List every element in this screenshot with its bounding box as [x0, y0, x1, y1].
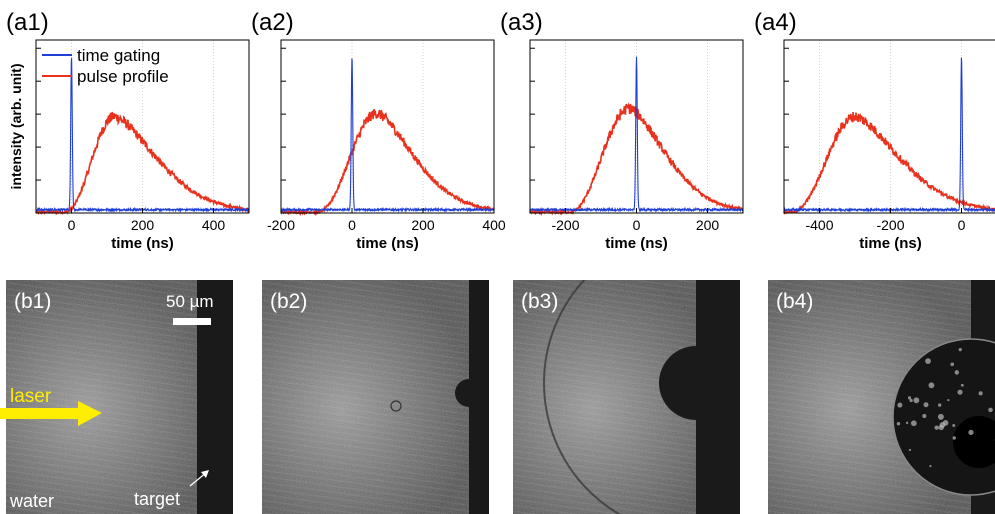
bubble-texture: [978, 391, 983, 396]
chart-panel-2: -200 0 200 400 time (ns) (a2): [251, 9, 506, 252]
panel-label: (a3): [500, 9, 543, 36]
bubble-texture: [950, 362, 955, 367]
water-label: water: [9, 491, 54, 511]
image-panel-2: (b2): [262, 280, 489, 514]
image-panel-label: (b1): [14, 290, 51, 313]
scale-bar: [173, 318, 211, 325]
target-pointer-head: [201, 470, 209, 478]
cavitation-bubble: [659, 346, 733, 420]
x-axis-label: time (ns): [356, 235, 419, 252]
laser-label: laser: [10, 386, 52, 407]
speckle-texture: [262, 280, 489, 514]
bubble-texture: [952, 436, 956, 440]
series-line-time-gating: [280, 58, 495, 213]
x-tick-label: -200: [876, 217, 904, 233]
image-panel-label: (b2): [270, 290, 307, 313]
bubble-texture: [934, 425, 939, 430]
bubble-texture: [968, 429, 974, 436]
bubble-texture: [909, 398, 913, 403]
x-tick-label: 200: [131, 217, 155, 233]
bubble-texture: [897, 402, 903, 408]
bubble-texture: [923, 402, 929, 408]
x-tick-label: 200: [696, 217, 720, 233]
bubble-texture: [937, 413, 944, 420]
series-line-pulse-profile: [280, 108, 495, 217]
panel-label: (a2): [251, 9, 294, 36]
particle: [390, 400, 402, 412]
bubble-texture: [907, 396, 912, 400]
image-panel-label: (b4): [776, 290, 813, 313]
x-tick-label: 400: [202, 217, 226, 233]
x-axis-label: time (ns): [859, 235, 922, 252]
x-axis-label: time (ns): [605, 235, 668, 252]
bubble-texture: [922, 413, 927, 419]
x-tick-label: 0: [348, 217, 356, 233]
bubble-texture: [929, 465, 932, 468]
laser-arrow-head: [78, 401, 102, 426]
image-panel-label: (b3): [521, 290, 558, 313]
x-axis-label: time (ns): [111, 235, 174, 252]
chart-panel-1: 0 200 400 time (ns) (a1) intensity (arb. unit…: [6, 9, 250, 252]
bubble-texture: [896, 422, 901, 426]
image-panel-1: (b1) 50 µm laser water target: [0, 280, 233, 514]
images-row: (b1) 50 µm laser water target (b2) (b3) (b4): [0, 280, 995, 514]
x-tick-label: -200: [267, 217, 295, 233]
shock-wave-front: [543, 280, 621, 514]
plot-frame: [280, 39, 495, 214]
series-line-time-gating: [783, 57, 995, 213]
x-tick-label: -200: [551, 217, 579, 233]
chart-panel-4: -400 -200 0 time (ns) (a4): [754, 9, 995, 252]
bubble-texture: [938, 403, 942, 407]
bubble-texture: [925, 358, 931, 365]
panel-label: (a1): [6, 9, 49, 36]
x-tick-label: 0: [633, 217, 641, 233]
legend-entry: time gating: [77, 46, 160, 65]
bubble-texture: [957, 389, 963, 395]
bubble-core: [953, 416, 995, 468]
panel-label: (a4): [754, 9, 797, 36]
bubble-texture: [988, 407, 993, 413]
x-tick-label: -400: [805, 217, 833, 233]
series-line-pulse-profile: [783, 112, 995, 215]
bubble-texture: [952, 424, 956, 428]
scale-bar-label: 50 µm: [166, 292, 214, 311]
bubble-texture: [947, 399, 950, 402]
image-panel-3: (b3): [513, 280, 740, 514]
bubble-texture: [928, 382, 935, 389]
bubble-texture: [913, 397, 920, 404]
bubble-texture: [960, 383, 964, 387]
x-tick-label: 0: [68, 217, 76, 233]
legend-entry: pulse profile: [77, 67, 169, 86]
plots-row: 0 200 400 time (ns) (a1) intensity (arb. unit…: [6, 9, 995, 252]
bubble-texture: [958, 348, 962, 352]
x-tick-label: 0: [958, 217, 966, 233]
bubble-texture: [954, 370, 960, 375]
x-tick-label: 200: [411, 217, 435, 233]
cavitation-bubble: [455, 379, 483, 407]
bubble-texture: [905, 421, 909, 425]
laser-arrow-shaft: [0, 408, 78, 419]
legend: time gating pulse profile: [42, 46, 169, 86]
bubble-texture: [910, 420, 917, 427]
image-panel-4: (b4): [768, 280, 995, 514]
bubble-texture: [908, 448, 912, 452]
target-label: target: [134, 489, 180, 509]
chart-panel-3: -200 0 200 time (ns) (a3): [500, 9, 744, 252]
x-tick-label: 400: [482, 217, 506, 233]
y-axis-label: intensity (arb. unit): [8, 64, 24, 190]
bubble-texture: [939, 422, 946, 428]
